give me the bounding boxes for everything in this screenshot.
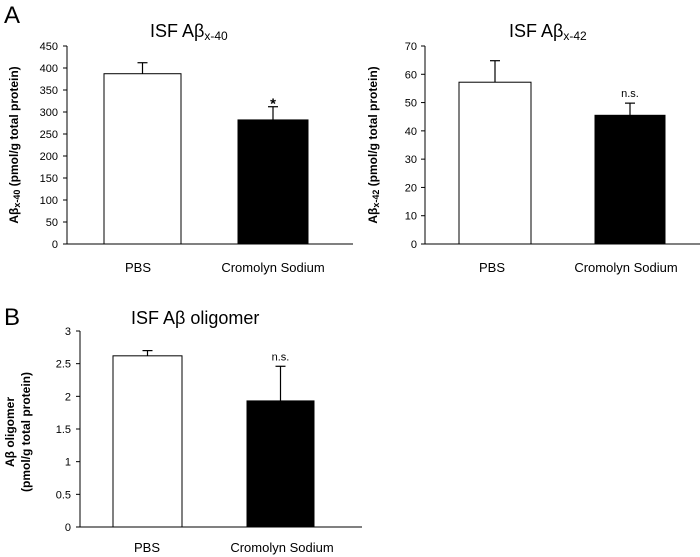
y-tick-label: 0 bbox=[52, 239, 58, 251]
y-tick-label: 40 bbox=[405, 126, 417, 138]
y-tick-label: 60 bbox=[405, 69, 417, 81]
y-tick-label: 1.5 bbox=[56, 424, 71, 436]
significance-label: n.s. bbox=[272, 351, 290, 363]
y-tick-label: 0 bbox=[411, 239, 417, 251]
y-tick-label: 1 bbox=[65, 457, 71, 469]
bar-pbs bbox=[103, 73, 182, 245]
y-axis-label: Aβx-40 (pmol/g total protein) bbox=[7, 66, 22, 223]
y-tick-label: 3 bbox=[65, 326, 71, 338]
y-tick-label: 2 bbox=[65, 391, 71, 403]
y-tick-label: 20 bbox=[405, 182, 417, 194]
y-tick-label: 250 bbox=[40, 129, 58, 141]
y-tick-label: 450 bbox=[40, 41, 58, 53]
y-axis-label-line: (pmol/g total protein) bbox=[19, 372, 33, 492]
bar-cromolyn bbox=[594, 114, 666, 245]
y-tick-label: 100 bbox=[40, 195, 58, 207]
y-tick-label: 50 bbox=[405, 98, 417, 110]
chart-ab42: ISF Aβx-42 Aβx-42 (pmol/g total protein) 0… bbox=[366, 21, 700, 275]
chart-title: ISF Aβ oligomer bbox=[131, 308, 259, 328]
y-tick-label: 10 bbox=[405, 211, 417, 223]
category-label: PBS bbox=[479, 260, 505, 275]
y-tick-label: 300 bbox=[40, 107, 58, 119]
significance-label: n.s. bbox=[621, 88, 639, 100]
significance-label: * bbox=[270, 96, 276, 113]
category-label: PBS bbox=[134, 540, 160, 555]
y-axis-label: Aβx-42 (pmol/g total protein) bbox=[366, 66, 381, 223]
panel-letter-b: B bbox=[4, 304, 20, 331]
chart-oligomer: ISF Aβ oligomer Aβ oligomer (pmol/g total … bbox=[3, 308, 362, 555]
y-tick-label: 200 bbox=[40, 151, 58, 163]
category-label: PBS bbox=[125, 260, 151, 275]
bar-pbs bbox=[458, 81, 532, 245]
y-tick-label: 0 bbox=[65, 522, 71, 534]
chart-title: ISF Aβx-42 bbox=[509, 21, 587, 43]
category-label: Cromolyn Sodium bbox=[574, 260, 677, 275]
bar-cromolyn bbox=[237, 119, 309, 245]
y-tick-label: 30 bbox=[405, 154, 417, 166]
y-tick-label: 400 bbox=[40, 63, 58, 75]
category-label: Cromolyn Sodium bbox=[221, 260, 324, 275]
y-tick-label: 2.5 bbox=[56, 359, 71, 371]
bar-cromolyn bbox=[246, 400, 315, 528]
chart-ab40: ISF Aβx-40 Aβx-40 (pmol/g total protein) 0… bbox=[7, 21, 353, 275]
category-label: Cromolyn Sodium bbox=[230, 540, 333, 555]
y-tick-label: 0.5 bbox=[56, 489, 71, 501]
y-tick-label: 50 bbox=[46, 217, 58, 229]
y-tick-label: 350 bbox=[40, 85, 58, 97]
y-tick-label: 70 bbox=[405, 41, 417, 53]
y-tick-label: 150 bbox=[40, 173, 58, 185]
y-axis-label-line: Aβ oligomer bbox=[3, 397, 17, 467]
panel-letter-a: A bbox=[4, 2, 20, 29]
chart-title: ISF Aβx-40 bbox=[150, 21, 228, 43]
bar-pbs bbox=[112, 355, 183, 528]
